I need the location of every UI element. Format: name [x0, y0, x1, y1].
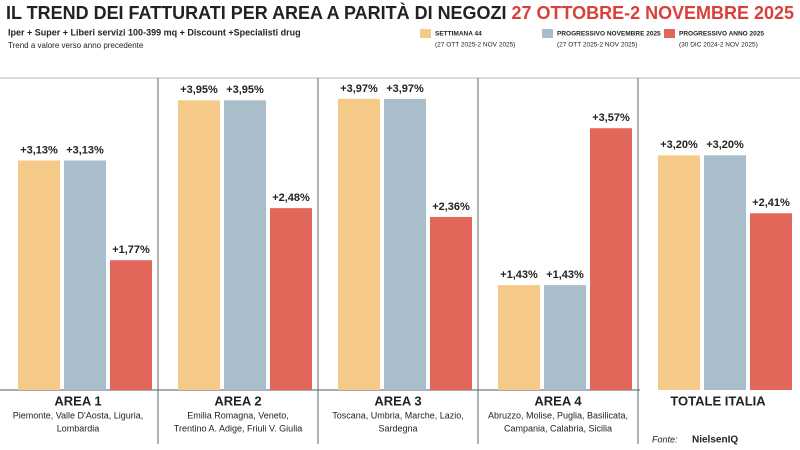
- bar: [750, 213, 792, 390]
- legend-period: (27 OTT 2025-2 NOV 2025): [557, 42, 637, 49]
- value-label: +3,95%: [180, 84, 218, 96]
- bar: [18, 160, 60, 390]
- bar: [384, 98, 426, 390]
- chart-title: IL TREND DEI FATTURATI PER AREA A PARITÀ…: [6, 2, 794, 23]
- bar: [430, 216, 472, 390]
- bar: [64, 160, 106, 390]
- x-tick-label: AREA 2: [214, 393, 261, 408]
- value-label: +3,13%: [66, 144, 104, 156]
- value-label: +3,20%: [706, 139, 744, 151]
- x-tick-label: AREA 4: [534, 393, 582, 408]
- legend-label: SETTIMANA 44: [435, 31, 482, 38]
- value-label: +1,43%: [546, 269, 584, 281]
- value-label: +3,57%: [592, 112, 630, 124]
- value-label: +3,97%: [386, 83, 424, 95]
- title-main: IL TREND DEI FATTURATI PER AREA A PARITÀ…: [6, 2, 507, 23]
- bar: [544, 285, 586, 390]
- value-label: +1,77%: [112, 244, 150, 256]
- x-tick-label: TOTALE ITALIA: [670, 393, 766, 408]
- value-label: +1,43%: [500, 269, 538, 281]
- category-detail: Toscana, Umbria, Marche, Lazio,: [332, 410, 464, 420]
- legend-period: (30 DIC 2024-2 NOV 2025): [679, 42, 758, 49]
- bar: [658, 155, 700, 390]
- value-label: +3,20%: [660, 139, 698, 151]
- value-label: +3,95%: [226, 84, 264, 96]
- bar: [178, 100, 220, 390]
- title-date: 27 OTTOBRE-2 NOVEMBRE 2025: [512, 3, 794, 23]
- value-label: +2,36%: [432, 201, 470, 213]
- bar: [224, 100, 266, 390]
- category-detail: Lombardia: [57, 423, 100, 433]
- bar: [590, 128, 632, 390]
- bar: [338, 98, 380, 390]
- legend-period: (27 OTT 2025-2 NOV 2025): [435, 42, 515, 49]
- bar: [110, 260, 152, 390]
- bar: [498, 285, 540, 390]
- legend-swatch: [664, 29, 675, 38]
- category-detail: Piemonte, Valle D'Aosta, Liguria,: [13, 410, 144, 420]
- x-tick-label: AREA 3: [374, 393, 421, 408]
- value-label: +2,48%: [272, 192, 310, 204]
- value-label: +2,41%: [752, 197, 790, 209]
- x-tick-label: AREA 1: [54, 393, 101, 408]
- value-label: +3,97%: [340, 83, 378, 95]
- bar: [704, 155, 746, 390]
- source-label: Fonte:: [652, 434, 678, 444]
- category-detail: Trentino A. Adige, Friuli V. Giulia: [174, 423, 302, 433]
- bar: [270, 208, 312, 390]
- legend-swatch: [420, 29, 431, 38]
- category-detail: Emilia Romagna, Veneto,: [187, 410, 289, 420]
- category-detail: Campania, Calabria, Sicilia: [504, 423, 612, 433]
- subtitle-2: Trend a valore verso anno precedente: [8, 41, 144, 50]
- category-detail: Sardegna: [378, 423, 417, 433]
- value-label: +3,13%: [20, 144, 58, 156]
- category-detail: Abruzzo, Molise, Puglia, Basilicata,: [488, 410, 628, 420]
- legend-label: PROGRESSIVO NOVEMBRE 2025: [557, 31, 661, 38]
- legend-swatch: [542, 29, 553, 38]
- source: NielsenIQ: [692, 435, 738, 446]
- subtitle: Iper + Super + Liberi servizi 100-399 mq…: [8, 27, 301, 37]
- legend-label: PROGRESSIVO ANNO 2025: [679, 31, 764, 38]
